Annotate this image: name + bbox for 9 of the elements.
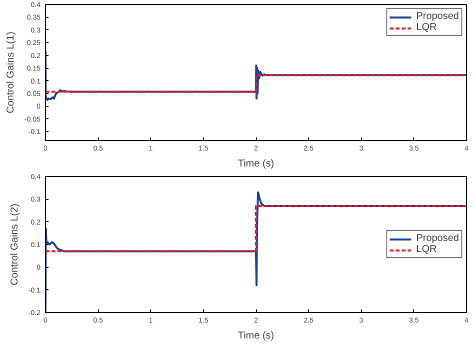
line-series — [46, 49, 466, 101]
legend-label: LQR — [416, 244, 437, 255]
legend-label: Proposed — [416, 233, 459, 244]
x-axis-title: Time (s) — [238, 330, 274, 342]
legend-label: Proposed — [416, 11, 459, 22]
y-axis-title: Control Gains L(1) — [6, 32, 17, 114]
x-axis-title: Time (s) — [238, 158, 274, 170]
legend-label: LQR — [416, 22, 437, 33]
y-axis-title: Control Gains L(2) — [9, 204, 20, 286]
